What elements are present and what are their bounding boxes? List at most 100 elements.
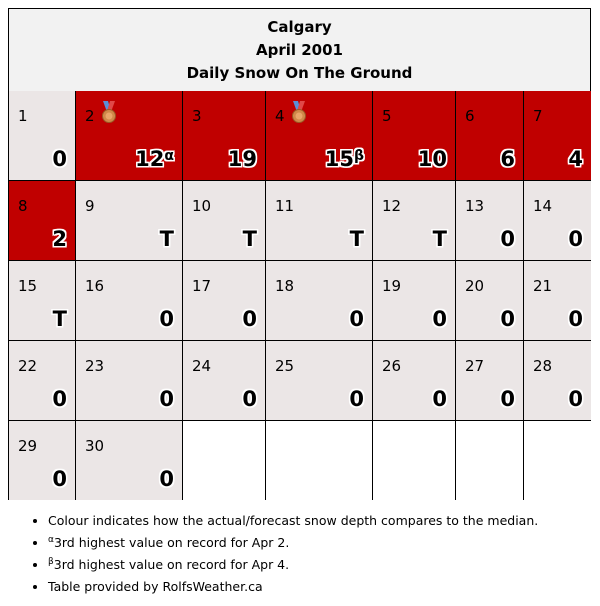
snow-depth-value: 10 [417, 147, 447, 171]
record-note-mark: β [353, 148, 364, 164]
snow-depth-value: 0 [159, 467, 174, 491]
day-number: 5 [382, 107, 392, 125]
day-number: 12 [382, 197, 402, 215]
snow-depth-value: 0 [432, 307, 447, 331]
day-cell: 21 0 [524, 261, 591, 341]
day-cell: 15 T [9, 261, 76, 341]
day-number: 13 [465, 197, 485, 215]
day-cell: 28 0 [524, 341, 591, 421]
day-number: 10 [192, 197, 212, 215]
snow-depth-value: 6 [500, 147, 515, 171]
day-cell: 26 0 [373, 341, 456, 421]
day-number: 30 [85, 437, 105, 455]
snow-depth-value: 0 [159, 387, 174, 411]
snow-depth-value: 0 [432, 387, 447, 411]
day-cell: 11 T [266, 181, 373, 261]
day-cell: 2 12α [76, 91, 183, 181]
day-number: 29 [18, 437, 38, 455]
day-number: 3 [192, 107, 202, 125]
note-beta: β3rd highest value on record for Apr 4. [48, 554, 538, 576]
snow-depth-value: 0 [242, 307, 257, 331]
day-number: 4 [275, 107, 285, 125]
day-number: 20 [465, 277, 485, 295]
day-cell: 22 0 [9, 341, 76, 421]
snow-depth-value: 0 [52, 387, 67, 411]
empty-cell [183, 421, 266, 500]
day-cell: 16 0 [76, 261, 183, 341]
day-number: 27 [465, 357, 485, 375]
notes-list: Colour indicates how the actual/forecast… [28, 510, 538, 598]
snow-depth-value: 0 [568, 307, 583, 331]
snow-depth-value: 0 [242, 387, 257, 411]
day-cell: 25 0 [266, 341, 373, 421]
empty-cell [524, 421, 591, 500]
snow-depth-value: 12α [135, 147, 174, 171]
day-number: 25 [275, 357, 295, 375]
empty-cell [456, 421, 524, 500]
snow-depth-value: 2 [52, 227, 67, 251]
snow-depth-value: 4 [568, 147, 583, 171]
day-cell: 10 T [183, 181, 266, 261]
day-number: 8 [18, 197, 28, 215]
day-number: 7 [533, 107, 543, 125]
day-cell: 23 0 [76, 341, 183, 421]
table-header: Calgary April 2001 Daily Snow On The Gro… [9, 9, 590, 92]
day-number: 19 [382, 277, 402, 295]
note-alpha: α3rd highest value on record for Apr 2. [48, 532, 538, 554]
day-cell: 20 0 [456, 261, 524, 341]
snow-depth-value: 0 [52, 147, 67, 171]
day-cell: 5 10 [373, 91, 456, 181]
snow-depth-value: 15β [324, 147, 364, 171]
day-number: 28 [533, 357, 553, 375]
day-number: 9 [85, 197, 95, 215]
snow-depth-value: 0 [500, 387, 515, 411]
day-number: 23 [85, 357, 105, 375]
snow-depth-value: T [349, 227, 364, 251]
snow-depth-value: 0 [349, 387, 364, 411]
note-beta-mark: β [48, 557, 54, 567]
day-cell: 19 0 [373, 261, 456, 341]
snow-depth-value: T [52, 307, 67, 331]
note-credit: Table provided by RolfsWeather.ca [48, 576, 538, 598]
day-cell: 18 0 [266, 261, 373, 341]
day-number: 6 [465, 107, 475, 125]
day-number: 21 [533, 277, 553, 295]
snow-depth-value: 0 [568, 387, 583, 411]
city-title: Calgary [267, 18, 332, 36]
day-cell: 12 T [373, 181, 456, 261]
day-number: 22 [18, 357, 38, 375]
day-cell: 24 0 [183, 341, 266, 421]
day-number: 11 [275, 197, 295, 215]
3rd-place-medal-icon [292, 101, 306, 123]
day-cell: 14 0 [524, 181, 591, 261]
note-alpha-text: 3rd highest value on record for Apr 2. [53, 535, 290, 550]
snow-depth-value: T [242, 227, 257, 251]
day-number: 17 [192, 277, 212, 295]
empty-cell [266, 421, 373, 500]
note-credit-text: Table provided by RolfsWeather.ca [48, 579, 263, 594]
snow-depth-value: 0 [349, 307, 364, 331]
day-cell: 29 0 [9, 421, 76, 500]
empty-cell [373, 421, 456, 500]
day-number: 2 [85, 107, 95, 125]
day-number: 16 [85, 277, 105, 295]
day-number: 14 [533, 197, 553, 215]
day-cell: 3 19 [183, 91, 266, 181]
snow-depth-value: 0 [500, 307, 515, 331]
day-cell: 27 0 [456, 341, 524, 421]
note-colour: Colour indicates how the actual/forecast… [48, 510, 538, 532]
snow-depth-value: 19 [227, 147, 257, 171]
snow-calendar-table: Calgary April 2001 Daily Snow On The Gro… [8, 8, 591, 500]
chart-subtitle: Daily Snow On The Ground [186, 64, 413, 82]
day-cell: 30 0 [76, 421, 183, 500]
day-number: 15 [18, 277, 38, 295]
note-colour-text: Colour indicates how the actual/forecast… [48, 513, 539, 528]
snow-depth-value: 0 [52, 467, 67, 491]
day-number: 1 [18, 107, 28, 125]
day-cell: 13 0 [456, 181, 524, 261]
note-beta-text: 3rd highest value on record for Apr 4. [53, 557, 290, 572]
